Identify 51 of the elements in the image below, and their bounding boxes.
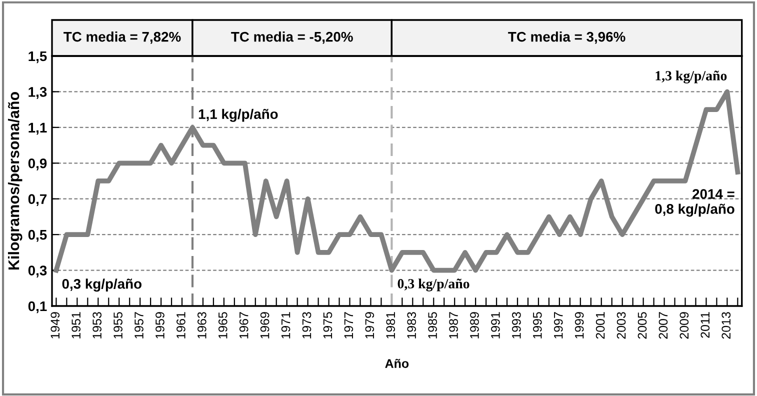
x-tick-label: 1993 [512, 312, 521, 338]
x-tick-label: 2013 [722, 312, 731, 339]
x-tick-label: 1957 [134, 312, 144, 338]
x-tick-label: 1995 [532, 312, 542, 338]
x-tick-label: 1991 [491, 312, 500, 338]
x-tick-label: 1971 [281, 312, 290, 338]
x-tick-label: 2011 [700, 312, 710, 338]
annotation: 1,3 kg/p/año [656, 70, 727, 84]
y-tick-label: 0,9 [28, 158, 47, 170]
x-tick-label: 1967 [239, 312, 248, 338]
annotation: 2014 = 0,8 kg/p/año [655, 189, 734, 217]
x-axis-title: Año [385, 358, 409, 368]
x-tick-label: 1963 [197, 312, 206, 338]
y-tick-label: 1,3 [28, 87, 47, 99]
x-tick-label: 1989 [470, 312, 479, 338]
y-tick-label: 0,7 [28, 194, 47, 206]
x-tick-label: 1983 [407, 312, 416, 338]
y-axis-title: Kilogramos/persona/año [8, 92, 22, 270]
y-tick-label: 0,1 [28, 301, 47, 314]
x-tick-label: 1953 [92, 312, 102, 338]
text: TC media = -5,20% [231, 32, 353, 44]
x-tick-label: 1965 [218, 312, 228, 338]
y-tick-label: 1,5 [28, 51, 47, 64]
x-tick-label: 1949 [50, 312, 60, 338]
x-tick-label: 1981 [386, 312, 396, 338]
annotation: 0,3 kg/p/año [62, 278, 142, 292]
annotation: 1,1 kg/p/año [198, 108, 278, 122]
x-tick-label: 1987 [449, 312, 458, 338]
text: TC media = 7,82% [64, 32, 181, 44]
x-tick-label: 2003 [616, 312, 626, 339]
x-tick-label: 1973 [302, 312, 312, 338]
x-tick-label: 1997 [554, 312, 563, 338]
y-tick-label: 0,3 [28, 266, 47, 278]
x-tick-label: 2005 [638, 312, 647, 339]
x-tick-label: 1985 [428, 312, 437, 338]
y-tick-label: 1,1 [28, 122, 47, 135]
x-tick-label: 1999 [574, 312, 584, 338]
text: TC media = 3,96% [508, 32, 626, 44]
x-tick-label: 1961 [176, 312, 186, 338]
x-tick-label: 2001 [596, 312, 605, 339]
x-tick-label: 1969 [260, 312, 270, 338]
x-tick-label: 1979 [365, 312, 374, 338]
x-tick-label: 1975 [323, 312, 332, 338]
annotation: 0,3 kg/p/año [398, 278, 470, 292]
x-tick-label: 1959 [156, 312, 164, 338]
x-tick-label: 1955 [114, 312, 122, 338]
x-tick-label: 1977 [344, 312, 354, 338]
x-tick-label: 2009 [680, 312, 689, 339]
x-tick-label: 1951 [72, 312, 81, 338]
y-tick-label: 0,5 [28, 230, 47, 242]
x-tick-label: 2007 [658, 312, 668, 339]
